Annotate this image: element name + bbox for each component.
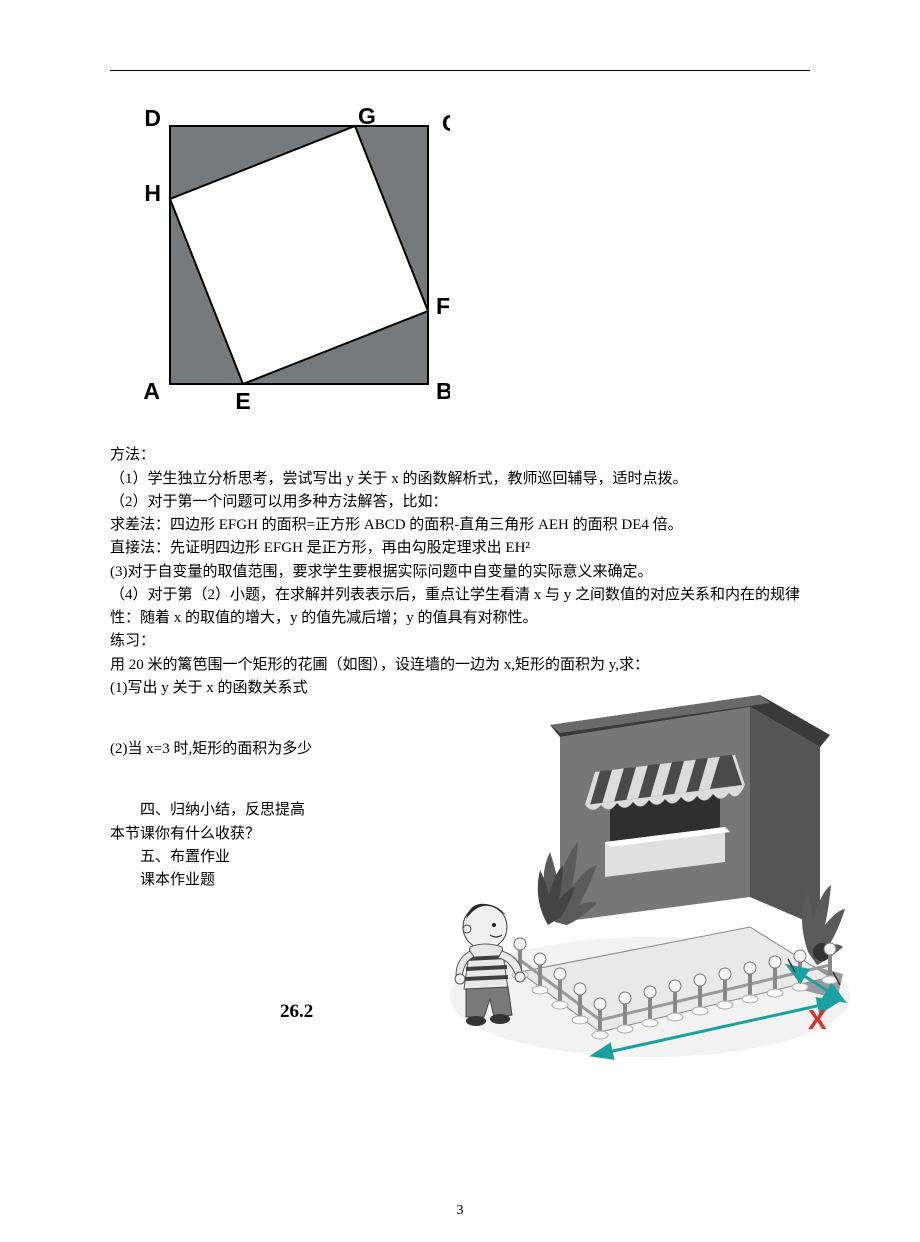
page-number: 3 bbox=[0, 1200, 920, 1222]
para-5: (3)对于自变量的取值范围，要求学生要根据实际问题中自变量的实际意义来确定。 bbox=[110, 561, 810, 584]
x-label: X bbox=[808, 1004, 827, 1035]
exercise-block: (1)写出 y 关于 x 的函数关系式 (2)当 x=3 时,矩形的面积为多少 … bbox=[110, 677, 810, 1097]
para-3: 求差法：四边形 EFGH 的面积=正方形 ABCD 的面积-直角三角形 AEH … bbox=[110, 514, 810, 537]
question-1: (1)写出 y 关于 x 的函数关系式 bbox=[110, 677, 410, 700]
label-A: A bbox=[143, 378, 160, 404]
summary-question: 本节课你有什么收获？ bbox=[110, 823, 410, 846]
method-heading: 方法： bbox=[110, 444, 810, 467]
garden-svg: X bbox=[390, 667, 850, 1077]
summary-heading: 四、归纳小结，反思提高 bbox=[110, 799, 410, 822]
homework-body: 课本作业题 bbox=[110, 869, 410, 892]
practice-heading: 练习： bbox=[110, 630, 810, 653]
label-G: G bbox=[358, 103, 376, 129]
question-2: (2)当 x=3 时,矩形的面积为多少 bbox=[110, 738, 410, 761]
label-C: C bbox=[442, 110, 450, 136]
label-B: B bbox=[436, 378, 450, 404]
para-1: （1）学生独立分析思考，尝试写出 y 关于 x 的函数解析式，教师巡回辅导，适时… bbox=[110, 468, 810, 491]
para-2: （2）对于第一个问题可以用多种方法解答，比如： bbox=[110, 491, 810, 514]
garden-illustration: X bbox=[390, 667, 850, 1077]
page: D G C H F A E B 方法： （1）学生独立分析思考，尝试写出 y 关… bbox=[0, 0, 920, 1242]
geometry-figure: D G C H F A E B bbox=[130, 101, 810, 429]
plants-right bbox=[802, 885, 845, 965]
label-F: F bbox=[436, 293, 450, 319]
house bbox=[550, 695, 830, 927]
para-4: 直接法：先证明四边形 EFGH 是正方形，再由勾股定理求出 EH² bbox=[110, 537, 810, 560]
exercise-text-column: (1)写出 y 关于 x 的函数关系式 (2)当 x=3 时,矩形的面积为多少 … bbox=[110, 677, 410, 893]
body-text: 方法： （1）学生独立分析思考，尝试写出 y 关于 x 的函数解析式，教师巡回辅… bbox=[110, 444, 810, 677]
top-rule bbox=[110, 70, 810, 71]
para-6: （4）对于第（2）小题，在求解并列表表示后，重点让学生看清 x 与 y 之间数值… bbox=[110, 584, 810, 631]
geometry-svg: D G C H F A E B bbox=[130, 101, 450, 421]
label-H: H bbox=[144, 180, 161, 206]
homework-heading: 五、布置作业 bbox=[110, 846, 410, 869]
label-D: D bbox=[144, 105, 161, 131]
label-E: E bbox=[235, 388, 250, 414]
next-section-heading: 26.2 bbox=[280, 997, 313, 1026]
